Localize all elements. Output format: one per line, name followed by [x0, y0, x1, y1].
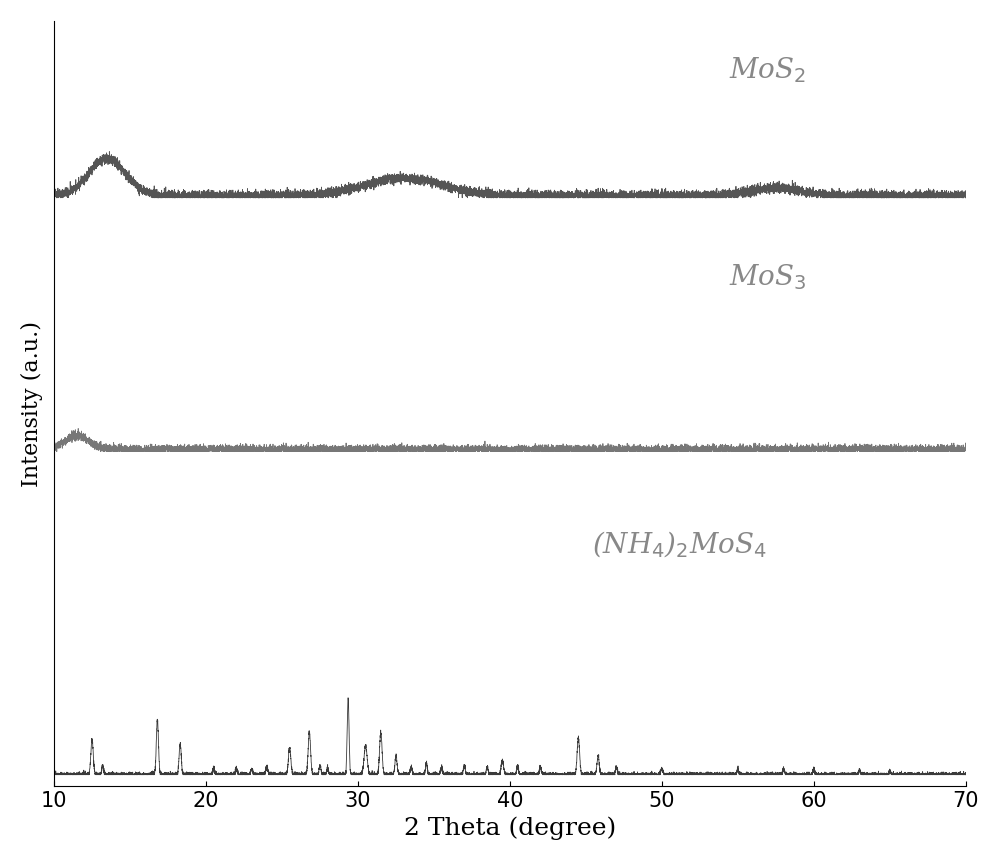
Text: MoS$_2$: MoS$_2$ — [729, 55, 806, 85]
Text: MoS$_3$: MoS$_3$ — [729, 262, 807, 292]
Y-axis label: Intensity (a.u.): Intensity (a.u.) — [21, 320, 43, 486]
Text: (NH$_4$)$_2$MoS$_4$: (NH$_4$)$_2$MoS$_4$ — [592, 530, 767, 561]
X-axis label: 2 Theta (degree): 2 Theta (degree) — [404, 816, 616, 840]
